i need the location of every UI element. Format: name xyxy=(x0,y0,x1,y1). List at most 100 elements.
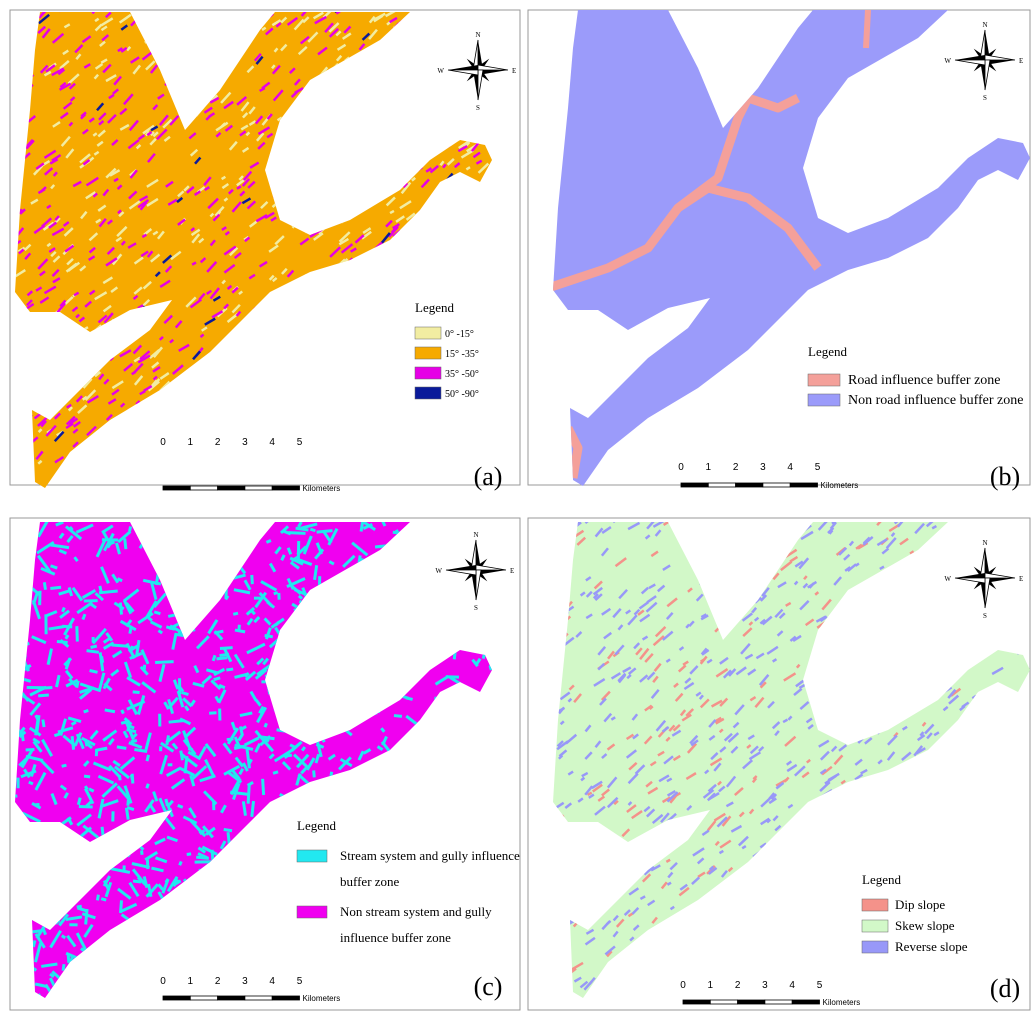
map-patch xyxy=(448,533,449,550)
map-patch xyxy=(1,814,10,818)
map-patch xyxy=(924,993,927,995)
map-patch xyxy=(377,616,383,622)
map-patch xyxy=(875,822,882,830)
map-patch xyxy=(296,528,309,530)
map-patch xyxy=(425,115,430,119)
map-patch xyxy=(857,912,860,915)
scale-unit: Kilometers xyxy=(823,998,861,1007)
map-patch xyxy=(317,891,321,899)
map-patch xyxy=(830,713,838,719)
map-patch xyxy=(393,532,412,534)
map-patch xyxy=(419,222,425,229)
map-patch xyxy=(91,348,100,355)
map-patch xyxy=(443,127,448,132)
map-patch xyxy=(889,640,894,645)
compass-e: E xyxy=(1019,575,1023,583)
map-patch xyxy=(971,648,976,653)
map-patch xyxy=(820,888,829,896)
map-patch xyxy=(303,427,309,432)
map-patch xyxy=(142,991,152,998)
map-patch xyxy=(494,623,506,626)
map-patch xyxy=(196,421,206,427)
map-patch xyxy=(370,293,380,303)
map-patch xyxy=(211,377,217,384)
map-patch xyxy=(291,954,302,955)
map-patch xyxy=(79,882,95,884)
map-patch xyxy=(147,755,149,761)
map-patch xyxy=(482,757,492,760)
map-patch xyxy=(352,447,360,455)
map-patch xyxy=(289,967,301,968)
map-patch xyxy=(680,837,684,841)
map-patch xyxy=(230,881,244,894)
map-patch xyxy=(343,204,346,207)
map-patch xyxy=(464,818,472,820)
map-patch xyxy=(585,516,594,523)
map-patch xyxy=(303,716,304,728)
map-patch xyxy=(351,371,363,379)
map-patch xyxy=(452,625,455,629)
map-patch xyxy=(11,34,21,39)
map-patch xyxy=(347,643,353,649)
map-patch xyxy=(715,528,725,537)
map-patch xyxy=(961,897,970,903)
legend-swatch xyxy=(862,941,888,953)
map-patch xyxy=(165,579,170,582)
map-patch xyxy=(311,930,327,934)
map-patch xyxy=(833,899,842,907)
map-patch xyxy=(247,447,251,450)
map-patch xyxy=(165,41,174,50)
map-patch xyxy=(309,682,320,698)
map-patch xyxy=(339,208,346,213)
map-patch xyxy=(613,516,621,522)
map-patch xyxy=(331,772,332,777)
scale-tick-label: 5 xyxy=(297,976,303,987)
map-patch xyxy=(101,978,108,985)
map-patch xyxy=(370,265,374,269)
map-patch xyxy=(38,695,49,696)
scale-tick-label: 4 xyxy=(269,437,275,448)
map-patch xyxy=(899,817,906,824)
map-patch xyxy=(270,879,284,886)
map-patch xyxy=(405,813,408,829)
compass-star xyxy=(446,565,476,570)
map-patch xyxy=(556,655,560,660)
map-patch xyxy=(450,540,458,546)
map-patch xyxy=(127,416,131,418)
map-patch xyxy=(783,916,787,918)
map-patch xyxy=(315,565,317,580)
map-patch xyxy=(469,363,473,366)
map-patch xyxy=(75,338,84,345)
map-patch xyxy=(207,5,219,12)
map-patch xyxy=(678,818,684,824)
map-patch xyxy=(984,754,996,761)
map-patch xyxy=(784,911,789,915)
map-patch xyxy=(673,973,681,979)
map-patch xyxy=(24,553,25,565)
map-patch xyxy=(45,845,60,846)
map-patch xyxy=(15,579,21,597)
map-patch xyxy=(238,942,247,945)
map-patch xyxy=(422,208,430,214)
map-patch xyxy=(284,836,297,846)
map-patch xyxy=(354,665,357,671)
map-patch xyxy=(22,85,33,94)
map-patch xyxy=(134,750,147,752)
map-patch xyxy=(299,153,311,160)
map-patch xyxy=(125,942,141,947)
map-patch xyxy=(430,28,438,36)
map-patch xyxy=(884,717,891,724)
map-patch xyxy=(957,858,964,865)
map-patch xyxy=(802,907,809,911)
map-patch xyxy=(1005,516,1014,522)
map-patch xyxy=(853,839,864,846)
map-patch xyxy=(940,594,950,600)
map-patch xyxy=(336,379,339,382)
map-patch xyxy=(959,592,963,595)
map-patch xyxy=(299,348,310,356)
legend-title: Legend xyxy=(862,872,901,887)
map-patch xyxy=(398,144,406,152)
map-patch xyxy=(189,113,194,118)
map-patch xyxy=(870,648,876,653)
map-patch xyxy=(350,63,354,65)
